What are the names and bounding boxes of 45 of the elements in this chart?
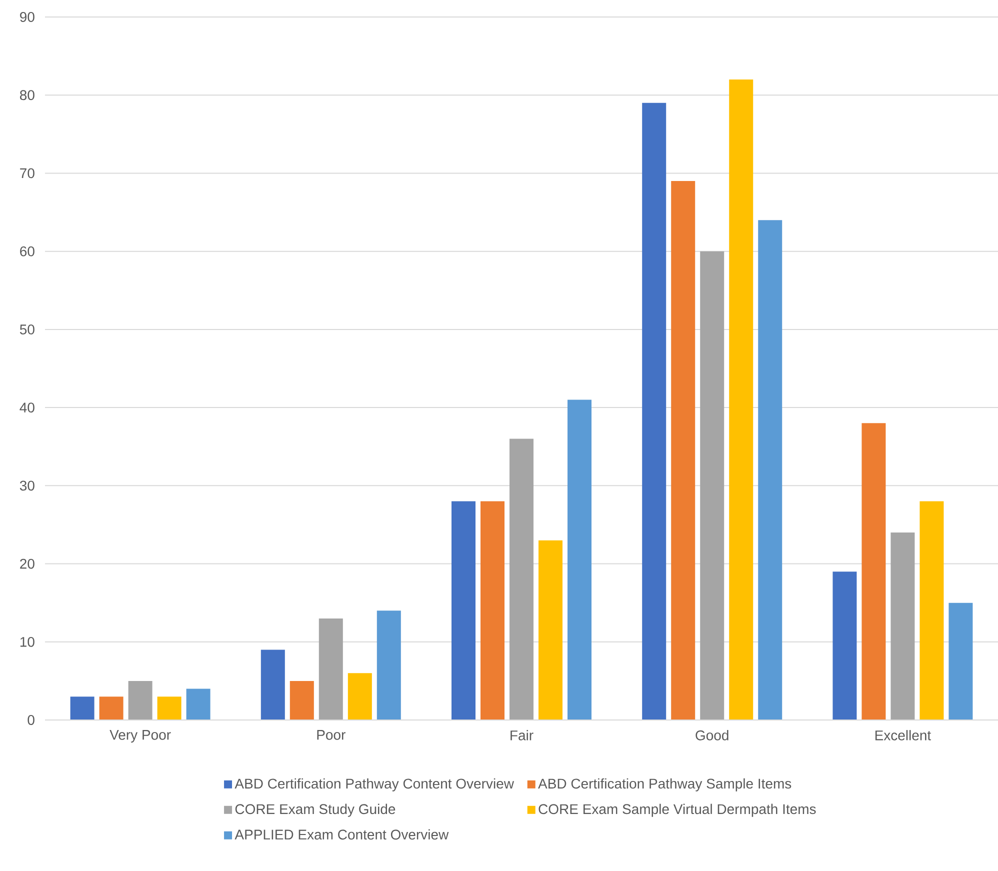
- y-tick-label: 50: [20, 324, 34, 334]
- bar: [348, 673, 372, 720]
- bar: [948, 602, 973, 720]
- bar: [157, 696, 182, 720]
- bar: [758, 220, 782, 720]
- y-tick-label: 70: [20, 168, 34, 178]
- y-tick-label: 0: [28, 715, 34, 725]
- bar: [480, 501, 505, 720]
- bar: [700, 251, 724, 720]
- bar: [290, 680, 314, 720]
- y-tick-label: 80: [20, 90, 34, 100]
- bar: [510, 438, 534, 720]
- y-tick-label: 40: [20, 402, 34, 413]
- x-tick-label: Excellent: [875, 730, 931, 740]
- bar: [70, 696, 94, 720]
- bar: [99, 696, 124, 720]
- legend-label: CORE Exam Study Guide: [235, 804, 396, 817]
- y-tick-label: 20: [20, 558, 34, 569]
- x-tick-label: Very Poor: [110, 730, 171, 743]
- bar: [260, 650, 285, 720]
- bar: [318, 618, 343, 720]
- bar: [920, 501, 944, 720]
- bar: [376, 610, 401, 720]
- legend-label: ABD Certification Pathway Content Overview: [234, 778, 514, 792]
- bar: [128, 680, 152, 720]
- bar: [832, 572, 857, 720]
- y-tick-label: 30: [20, 480, 34, 491]
- bar: [452, 501, 476, 720]
- y-tick-label: 10: [20, 636, 34, 647]
- x-tick-label: Fair: [510, 730, 534, 740]
- bar: [890, 532, 915, 720]
- y-tick-label: 90: [20, 12, 34, 22]
- bar: [568, 400, 592, 720]
- legend-label: ABD Certification Pathway Sample Items: [538, 778, 792, 792]
- bar: [862, 423, 886, 720]
- x-tick-label: Poor: [317, 730, 346, 740]
- x-tick-label: Good: [696, 730, 728, 740]
- bar: [729, 79, 754, 720]
- bar: [186, 688, 210, 720]
- legend-label: CORE Exam Sample Virtual Dermpath Items: [538, 804, 816, 817]
- y-tick-label: 60: [20, 246, 34, 256]
- bar: [538, 540, 563, 720]
- legend-label: APPLIED Exam Content Overview: [234, 829, 449, 840]
- bar: [642, 102, 666, 720]
- bar: [671, 181, 696, 720]
